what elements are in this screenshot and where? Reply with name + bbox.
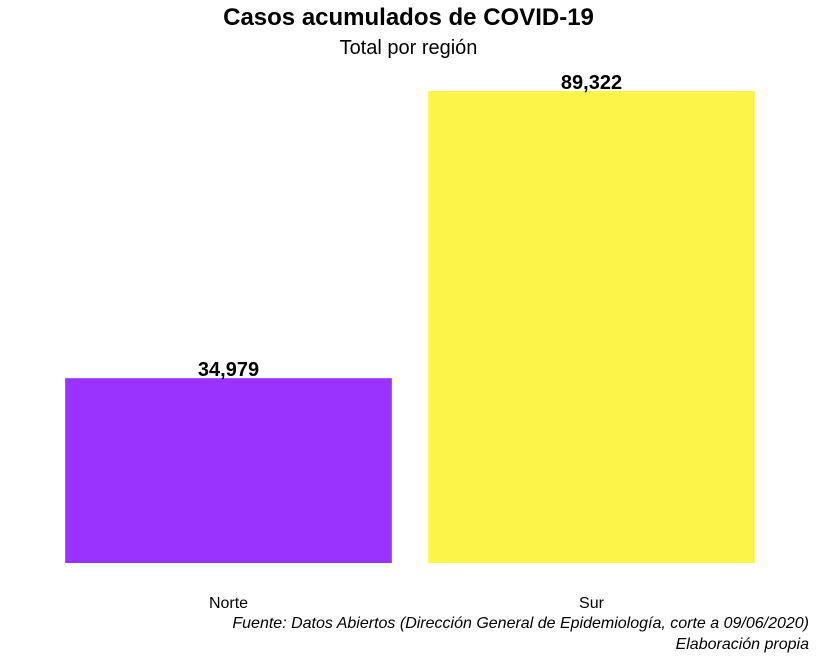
data-label-sur: 89,322 (561, 72, 622, 94)
chart-caption: Fuente: Datos Abiertos (Dirección Genera… (232, 613, 809, 655)
chart-subtitle: Total por región (339, 37, 478, 59)
bar-sur (428, 91, 755, 563)
chart-title: Casos acumulados de COVID-19 (223, 4, 594, 31)
data-label-norte: 34,979 (198, 359, 259, 381)
caption-source: Fuente: Datos Abiertos (Dirección Genera… (232, 615, 809, 632)
x-tick-label-sur: Sur (579, 595, 605, 612)
bar-norte (65, 378, 392, 563)
caption-note: Elaboración propia (675, 636, 809, 653)
x-tick-label-norte: Norte (209, 595, 248, 612)
